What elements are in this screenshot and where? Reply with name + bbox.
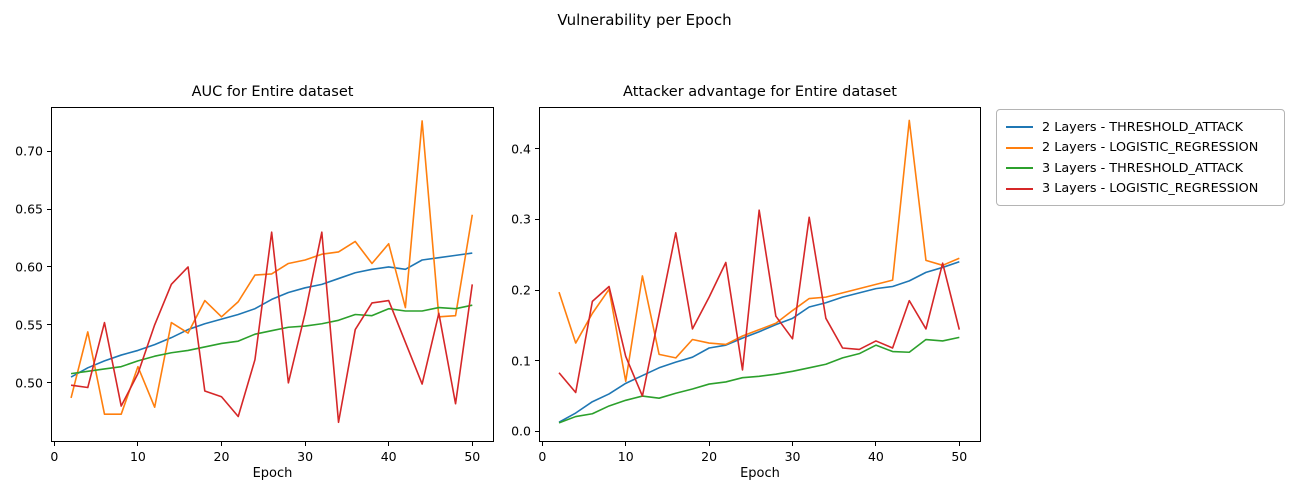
legend-item: 2 Layers - THRESHOLD_ATTACK [1006, 117, 1274, 138]
y-tick-label: 0.3 [511, 211, 531, 227]
x-tick-mark [304, 442, 306, 446]
x-tick-label: 30 [784, 449, 801, 464]
series-line-0 [558, 261, 960, 423]
legend-label: 2 Layers - THRESHOLD_ATTACK [1042, 119, 1243, 135]
y-tick-label: 0.1 [511, 353, 531, 369]
y-tick-mark [535, 148, 539, 150]
legend-label: 2 Layers - LOGISTIC_REGRESSION [1042, 140, 1259, 156]
x-tick-mark [471, 442, 473, 446]
y-tick-mark [47, 208, 51, 210]
x-tick-mark [958, 442, 960, 446]
x-tick-mark [221, 442, 222, 446]
legend-item: 3 Layers - THRESHOLD_ATTACK [1006, 158, 1274, 179]
auc-chart-title: AUC for Entire dataset [191, 84, 354, 100]
x-tick-label: 0 [50, 449, 59, 464]
x-tick-label: 20 [701, 449, 718, 464]
legend-line-swatch-blue [1006, 126, 1033, 129]
x-tick-label: 50 [951, 449, 968, 464]
series-line-1 [70, 120, 474, 415]
figure-suptitle: Vulnerability per Epoch [557, 11, 732, 29]
y-tick-mark [535, 430, 539, 432]
auc-chart: AUC for Entire dataset Epoch 0 10 20 30 40 50… [15, 84, 494, 481]
y-tick-label: 0.4 [511, 141, 531, 157]
y-tick-mark [535, 218, 539, 220]
x-tick-label: 20 [213, 449, 230, 464]
series-line-2 [558, 336, 960, 424]
x-tick-label: 0 [538, 449, 547, 464]
attacker-advantage-chart-title: Attacker advantage for Entire dataset [623, 84, 897, 100]
legend-line-swatch-orange [1006, 146, 1033, 149]
x-tick-label: 40 [867, 449, 884, 464]
x-tick-mark [708, 442, 710, 446]
auc-plot-area [70, 120, 474, 424]
x-tick-mark [875, 442, 877, 446]
legend-label: 3 Layers - LOGISTIC_REGRESSION [1042, 181, 1259, 197]
x-tick-mark [541, 442, 543, 446]
y-tick-mark [47, 382, 51, 384]
x-tick-label: 50 [464, 449, 481, 464]
y-tick-mark [535, 289, 539, 291]
x-tick-label: 10 [129, 449, 146, 464]
y-tick-label: 0.55 [15, 317, 43, 333]
legend-line-swatch-green [1006, 167, 1033, 170]
series-line-2 [70, 304, 473, 375]
x-tick-label: 40 [380, 449, 397, 464]
x-tick-mark [53, 442, 55, 446]
y-tick-label: 0.50 [15, 375, 43, 391]
y-tick-label: 0.60 [15, 259, 43, 275]
x-tick-mark [137, 442, 139, 446]
x-tick-label: 10 [617, 449, 634, 464]
y-tick-label: 0.2 [511, 282, 531, 298]
x-tick-mark [792, 442, 794, 446]
x-tick-mark [388, 442, 390, 446]
series-line-3 [558, 209, 961, 397]
y-tick-label: 0.0 [511, 423, 531, 439]
series-line-1 [558, 119, 960, 383]
y-tick-label: 0.65 [15, 201, 43, 217]
series-line-0 [70, 252, 473, 378]
y-tick-mark [47, 266, 51, 268]
auc-xaxis-label: Epoch [252, 466, 293, 481]
y-tick-mark [535, 360, 539, 362]
attacker-advantage-xaxis-label: Epoch [740, 466, 780, 481]
legend: 2 Layers - THRESHOLD_ATTACK 2 Layers - L… [996, 109, 1285, 206]
series-line-3 [70, 231, 474, 424]
attacker-advantage-chart: Attacker advantage for Entire dataset Ep… [511, 84, 981, 481]
legend-line-swatch-red [1006, 187, 1033, 190]
x-tick-label: 30 [297, 449, 314, 464]
legend-item: 3 Layers - LOGISTIC_REGRESSION [1006, 179, 1274, 200]
y-tick-mark [47, 324, 51, 326]
legend-item: 2 Layers - LOGISTIC_REGRESSION [1006, 138, 1274, 159]
legend-label: 3 Layers - THRESHOLD_ATTACK [1042, 160, 1243, 176]
x-tick-mark [625, 442, 627, 446]
attacker-advantage-plot-area [558, 119, 961, 424]
y-tick-mark [47, 150, 51, 152]
y-tick-label: 0.70 [15, 143, 43, 159]
